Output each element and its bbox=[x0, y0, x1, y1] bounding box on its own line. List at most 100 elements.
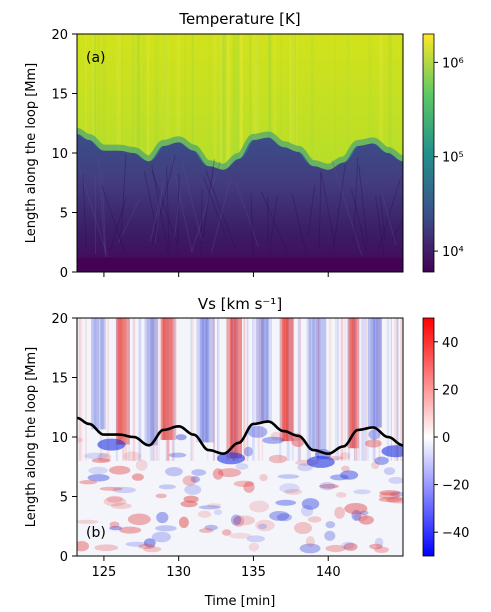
velocity-streak bbox=[232, 318, 235, 461]
chromospheric-flow-patch bbox=[378, 492, 400, 500]
upflow-band bbox=[168, 318, 177, 440]
chromospheric-flow-patch bbox=[330, 474, 349, 481]
title-a: Temperature [K] bbox=[178, 10, 300, 28]
velocity-streak bbox=[373, 318, 376, 461]
downflow-band bbox=[308, 318, 315, 451]
chromospheric-flow-patch bbox=[77, 541, 89, 552]
ytick-label: 0 bbox=[60, 266, 68, 281]
chromospheric-flow-patch bbox=[243, 481, 255, 493]
velocity-streak bbox=[317, 318, 320, 461]
ytick-label: 10 bbox=[51, 147, 68, 162]
colorbar-tick-label: 40 bbox=[442, 336, 459, 351]
shock-track bbox=[291, 194, 309, 260]
chromospheric-flow-patch bbox=[319, 482, 336, 491]
velocity-streak bbox=[232, 318, 235, 461]
chromospheric-flow-patch bbox=[222, 529, 232, 536]
velocity-streak bbox=[261, 318, 264, 461]
upflow-band bbox=[226, 318, 234, 459]
chromospheric-flow-patch bbox=[378, 496, 403, 503]
chromospheric-flow-patch bbox=[94, 544, 119, 551]
chromospheric-flow-patch bbox=[353, 489, 371, 495]
chromospheric-flow-patch bbox=[88, 466, 108, 475]
velocity-streak bbox=[168, 318, 170, 461]
velocity-streak bbox=[157, 318, 160, 461]
chromospheric-flow-patch bbox=[374, 456, 389, 465]
velocity-streak bbox=[378, 318, 381, 461]
velocity-streak bbox=[172, 318, 174, 461]
chromospheric-flow-patch bbox=[291, 436, 305, 447]
chromospheric-flow-patch bbox=[198, 505, 221, 510]
corona-streak bbox=[232, 34, 235, 272]
velocity-streak bbox=[358, 318, 361, 461]
velocity-streak bbox=[165, 318, 169, 461]
velocity-streak bbox=[279, 318, 281, 461]
upflow-band bbox=[279, 318, 285, 442]
ytick-label: 10 bbox=[51, 431, 68, 446]
velocity-streak bbox=[85, 318, 87, 461]
chromospheric-flow-patch bbox=[307, 516, 322, 523]
upflow-band bbox=[163, 318, 169, 440]
chromospheric-flow-patch bbox=[369, 543, 383, 550]
panel-label-a: (a) bbox=[86, 50, 106, 66]
velocity-streak bbox=[236, 318, 239, 461]
downflow-band bbox=[259, 318, 269, 423]
upflow-band bbox=[160, 318, 166, 440]
chromospheric-flow-patch bbox=[119, 526, 142, 534]
downflow-band bbox=[199, 318, 208, 443]
chromospheric-flow-patch bbox=[249, 500, 269, 513]
shock-track bbox=[200, 189, 203, 258]
corona-streak bbox=[226, 34, 231, 272]
corona-streak bbox=[221, 34, 224, 272]
downflow-band bbox=[373, 318, 382, 428]
chromospheric-flow-patch bbox=[182, 475, 197, 486]
chromospheric-flow-patch bbox=[270, 431, 282, 441]
velocity-streak bbox=[252, 318, 255, 461]
velocity-streak bbox=[328, 318, 332, 461]
shock-track bbox=[177, 173, 180, 255]
downflow-band bbox=[93, 318, 100, 430]
velocity-streak bbox=[335, 318, 337, 461]
chromospheric-flow-patch bbox=[388, 476, 403, 484]
chromospheric-flow-patch bbox=[206, 503, 221, 508]
shock-track bbox=[318, 171, 322, 248]
downflow-band bbox=[150, 318, 158, 446]
downflow-patch bbox=[217, 452, 245, 465]
chromospheric-flow-patch bbox=[351, 509, 362, 521]
velocity-streak bbox=[396, 318, 398, 461]
shock-track bbox=[82, 174, 87, 249]
ylabel-a: Length along the loop [Mm] bbox=[24, 63, 39, 244]
colorbar-tick-label: 10⁶ bbox=[442, 56, 464, 71]
shock-track bbox=[77, 164, 109, 258]
chromospheric-flow-patch bbox=[112, 486, 136, 494]
corona-streak bbox=[213, 34, 217, 272]
velocity-streak bbox=[190, 318, 192, 461]
velocity-streak bbox=[279, 318, 282, 461]
chromospheric-flow-patch bbox=[84, 452, 108, 460]
chromospheric-flow-patch bbox=[198, 510, 212, 518]
colorbar-tick-label: −20 bbox=[442, 479, 469, 494]
velocity-streak bbox=[347, 318, 350, 461]
xlabel: Time [min] bbox=[204, 594, 276, 609]
downflow-band bbox=[100, 318, 106, 430]
velocity-streak bbox=[244, 318, 248, 461]
downflow-band bbox=[144, 318, 154, 446]
velocity-streak bbox=[206, 318, 209, 461]
chromospheric-flow-patch bbox=[336, 492, 347, 498]
shock-track bbox=[202, 159, 215, 239]
chromospheric-flow-patch bbox=[258, 523, 267, 530]
upflow-band bbox=[287, 318, 295, 442]
velocity-streak bbox=[361, 318, 364, 461]
corona-streak bbox=[147, 34, 150, 272]
chromospheric-flow-patch bbox=[233, 515, 255, 526]
chromospheric-flow-patch bbox=[155, 493, 167, 499]
chromospheric-flow-patch bbox=[353, 513, 368, 522]
chromospheric-flow-patch bbox=[155, 525, 177, 532]
shock-track bbox=[353, 157, 359, 243]
velocity-streak bbox=[153, 318, 155, 461]
downflow-band bbox=[314, 318, 321, 451]
velocity-streak bbox=[232, 318, 236, 461]
shock-track bbox=[110, 197, 127, 250]
chromospheric-flow-patch bbox=[127, 513, 151, 526]
upflow-band bbox=[347, 318, 356, 449]
velocity-streak bbox=[226, 318, 229, 461]
